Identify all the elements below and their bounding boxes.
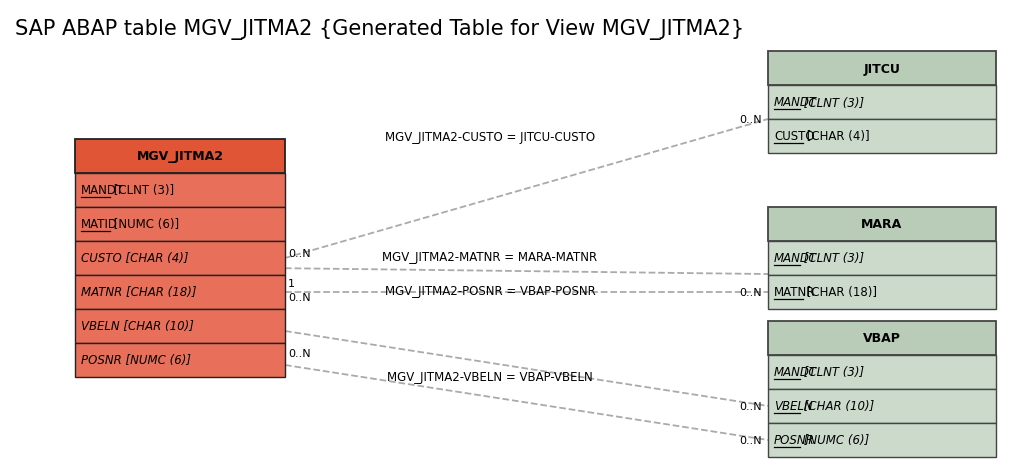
Text: [NUMC (6)]: [NUMC (6)] <box>110 218 179 231</box>
Text: MATNR: MATNR <box>773 286 814 299</box>
Text: [CLNT (3)]: [CLNT (3)] <box>110 184 174 197</box>
Text: MANDT: MANDT <box>773 366 816 379</box>
Text: MANDT: MANDT <box>773 96 816 109</box>
Text: MATNR [CHAR (18)]: MATNR [CHAR (18)] <box>81 286 197 299</box>
Text: JITCU: JITCU <box>863 62 900 75</box>
Text: [CLNT (3)]: [CLNT (3)] <box>799 366 863 379</box>
Text: [CLNT (3)]: [CLNT (3)] <box>799 252 863 265</box>
Text: 0..N: 0..N <box>739 401 761 411</box>
Text: MANDT: MANDT <box>81 184 124 197</box>
Text: CUSTO: CUSTO <box>773 130 814 143</box>
Bar <box>767 208 995 241</box>
Bar <box>75 343 284 377</box>
Text: MGV_JITMA2-POSNR = VBAP-POSNR: MGV_JITMA2-POSNR = VBAP-POSNR <box>384 285 595 298</box>
Text: 0..N: 0..N <box>287 292 311 302</box>
Text: MGV_JITMA2-VBELN = VBAP-VBELN: MGV_JITMA2-VBELN = VBAP-VBELN <box>387 371 592 384</box>
Text: 0..N: 0..N <box>287 248 311 258</box>
Bar <box>767 241 995 276</box>
Text: MGV_JITMA2: MGV_JITMA2 <box>137 150 223 163</box>
Text: [NUMC (6)]: [NUMC (6)] <box>799 434 868 446</box>
Bar <box>75 276 284 309</box>
Bar <box>767 52 995 86</box>
Text: MGV_JITMA2-MATNR = MARA-MATNR: MGV_JITMA2-MATNR = MARA-MATNR <box>382 251 597 264</box>
Text: POSNR [NUMC (6)]: POSNR [NUMC (6)] <box>81 354 191 367</box>
Text: VBELN: VBELN <box>773 400 812 413</box>
Text: VBAP: VBAP <box>862 332 900 345</box>
Text: 0..N: 0..N <box>287 348 311 358</box>
Text: MATID: MATID <box>81 218 118 231</box>
Text: 0..N: 0..N <box>739 435 761 445</box>
Text: MGV_JITMA2-CUSTO = JITCU-CUSTO: MGV_JITMA2-CUSTO = JITCU-CUSTO <box>384 131 594 144</box>
Text: VBELN [CHAR (10)]: VBELN [CHAR (10)] <box>81 320 194 333</box>
Text: 0..N: 0..N <box>739 288 761 298</box>
Bar <box>767 276 995 309</box>
Text: 0..N: 0..N <box>739 115 761 125</box>
Text: [CHAR (18)]: [CHAR (18)] <box>802 286 876 299</box>
Text: [CLNT (3)]: [CLNT (3)] <box>799 96 863 109</box>
Bar <box>767 321 995 355</box>
Text: [CHAR (4)]: [CHAR (4)] <box>802 130 869 143</box>
Text: MARA: MARA <box>860 218 902 231</box>
Bar <box>767 423 995 457</box>
Bar <box>767 389 995 423</box>
Text: 1: 1 <box>287 278 294 288</box>
Bar <box>75 140 284 174</box>
Text: MANDT: MANDT <box>773 252 816 265</box>
Bar <box>75 208 284 241</box>
Text: [CHAR (10)]: [CHAR (10)] <box>799 400 873 413</box>
Bar <box>767 355 995 389</box>
Text: POSNR: POSNR <box>773 434 814 446</box>
Text: SAP ABAP table MGV_JITMA2 {Generated Table for View MGV_JITMA2}: SAP ABAP table MGV_JITMA2 {Generated Tab… <box>15 20 744 40</box>
Bar <box>767 86 995 120</box>
Bar <box>75 241 284 276</box>
Bar <box>75 174 284 208</box>
Bar <box>767 120 995 154</box>
Text: CUSTO [CHAR (4)]: CUSTO [CHAR (4)] <box>81 252 189 265</box>
Bar <box>75 309 284 343</box>
